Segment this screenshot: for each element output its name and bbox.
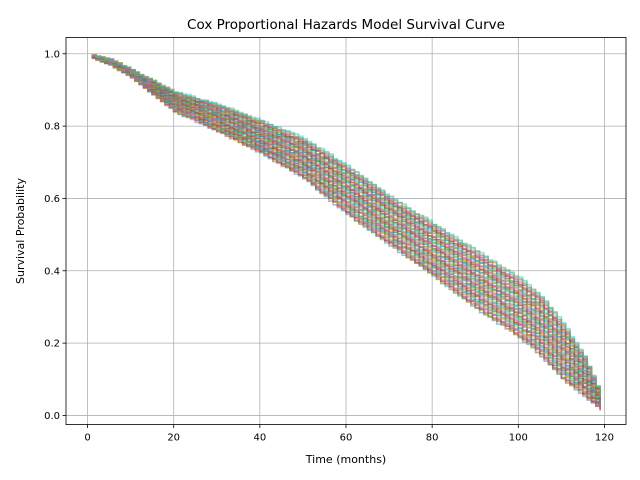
y-tick-label-1: 0.2 <box>44 339 60 350</box>
survival-curve-38 <box>91 55 601 400</box>
survival-curve-3 <box>91 57 601 410</box>
survival-curve-28 <box>91 56 601 404</box>
survival-curve-30 <box>91 56 601 404</box>
survival-curve-37 <box>91 54 601 400</box>
y-tick-label-5: 1.0 <box>44 49 60 60</box>
survival-curve-57 <box>91 54 601 397</box>
survival-curve-43 <box>91 55 601 399</box>
x-tick-label-3: 60 <box>340 433 353 444</box>
survival-curve-21 <box>91 56 601 405</box>
survival-curve-54 <box>91 53 601 396</box>
y-tick-label-0: 0.0 <box>44 411 60 422</box>
survival-curve-18 <box>91 55 601 407</box>
survival-curve-49 <box>91 54 601 399</box>
survival-curve-52 <box>91 55 601 398</box>
survival-curve-25 <box>91 55 601 405</box>
survival-curve-55 <box>91 54 601 397</box>
survival-curve-48 <box>91 54 601 398</box>
survival-curve-34 <box>91 55 601 403</box>
survival-curve-41 <box>91 54 601 401</box>
y-axis-ticks: 0.0 0.2 0.4 0.6 0.8 1.0 <box>44 49 66 422</box>
survival-curve-45 <box>91 55 601 400</box>
x-tick-label-1: 20 <box>167 433 180 444</box>
survival-curve-27 <box>91 56 601 404</box>
survival-curve-53 <box>91 55 601 397</box>
survival-curve-19 <box>91 56 601 407</box>
survival-curve-1 <box>91 57 601 411</box>
survival-curve-20 <box>91 56 601 406</box>
chart-title: Cox Proportional Hazards Model Survival … <box>187 17 505 33</box>
survival-curve-35 <box>91 55 601 402</box>
survival-curve-6 <box>91 56 601 410</box>
survival-curve-44 <box>91 54 601 400</box>
survival-curve-5 <box>91 57 601 410</box>
x-tick-label-2: 40 <box>253 433 266 444</box>
grid-lines <box>66 37 626 425</box>
survival-curve-56 <box>91 55 601 398</box>
survival-curve-31 <box>91 54 601 403</box>
survival-curve-14 <box>91 55 601 406</box>
y-tick-label-2: 0.4 <box>44 266 60 277</box>
x-tick-label-5: 100 <box>509 433 528 444</box>
y-tick-label-3: 0.6 <box>44 194 60 205</box>
survival-curves <box>91 53 601 411</box>
survival-curve-12 <box>91 55 601 407</box>
survival-curve-58 <box>91 54 601 396</box>
survival-curve-26 <box>91 55 601 405</box>
survival-curve-7 <box>91 56 601 408</box>
survival-curve-40 <box>91 55 601 400</box>
survival-curve-50 <box>91 56 601 398</box>
survival-curve-17 <box>91 56 601 406</box>
survival-curve-10 <box>91 56 601 408</box>
survival-curve-33 <box>91 54 601 402</box>
y-axis-label: Survival Probability <box>14 178 27 284</box>
survival-curve-4 <box>91 57 601 409</box>
x-axis-label: Time (months) <box>305 453 386 466</box>
survival-curve-24 <box>91 56 601 404</box>
survival-curve-11 <box>91 55 601 408</box>
survival-curve-16 <box>91 57 601 406</box>
survival-curve-29 <box>91 56 601 404</box>
survival-curve-47 <box>91 55 601 399</box>
survival-curve-0 <box>91 56 601 410</box>
survival-curve-46 <box>91 55 601 398</box>
x-tick-label-6: 120 <box>595 433 614 444</box>
x-tick-label-0: 0 <box>84 433 90 444</box>
survival-curve-36 <box>91 54 601 401</box>
x-axis-ticks: 0 20 40 60 80 100 120 <box>84 424 614 444</box>
survival-curve-51 <box>91 54 601 398</box>
survival-curve-13 <box>91 57 601 408</box>
survival-curve-8 <box>91 56 601 408</box>
survival-curve-23 <box>91 56 601 404</box>
survival-curve-15 <box>91 55 601 407</box>
survival-curve-59 <box>91 54 601 395</box>
survival-curve-22 <box>91 55 601 404</box>
survival-curve-9 <box>91 55 601 407</box>
survival-curve-42 <box>91 56 601 400</box>
x-tick-label-4: 80 <box>426 433 439 444</box>
survival-curve-32 <box>91 55 601 403</box>
survival-curve-39 <box>91 54 601 402</box>
y-tick-label-4: 0.8 <box>44 122 60 133</box>
survival-curve-2 <box>91 56 601 411</box>
